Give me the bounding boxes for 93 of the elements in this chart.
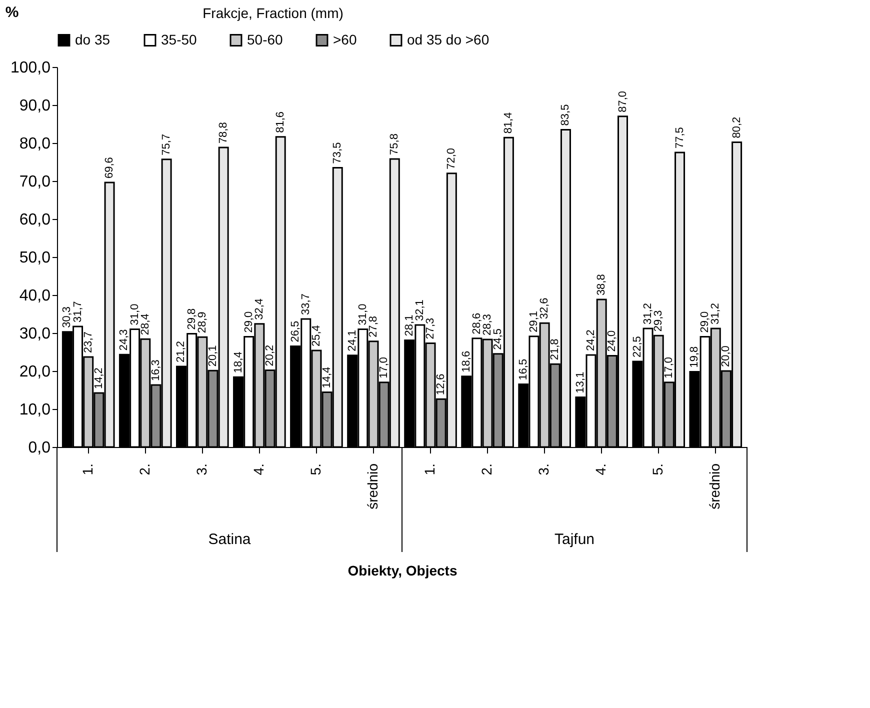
data-label: 31,2 xyxy=(642,303,654,324)
y-tick-label: 20,0 xyxy=(19,364,51,380)
legend-label: 50-60 xyxy=(247,31,284,48)
x-tick-label: 3. xyxy=(193,464,210,476)
x-tick-label: 3. xyxy=(536,464,552,476)
data-label: 20,1 xyxy=(206,345,219,367)
data-label: 81,6 xyxy=(274,112,287,133)
data-label: 31,0 xyxy=(128,304,141,326)
data-label: 20,2 xyxy=(264,344,276,366)
data-label: 17,0 xyxy=(378,356,390,378)
data-label: 75,7 xyxy=(160,134,173,156)
data-label: 30,3 xyxy=(61,306,74,328)
data-label: 14,4 xyxy=(321,366,334,388)
data-label: 24,0 xyxy=(606,330,618,352)
data-label: 28,3 xyxy=(482,314,494,336)
y-tick-label: 30,0 xyxy=(19,326,51,342)
x-tick-label: 2. xyxy=(136,464,152,476)
data-label: 32,4 xyxy=(253,298,266,320)
data-label: 78,8 xyxy=(218,122,230,144)
data-label: 24,3 xyxy=(118,329,130,351)
data-label: 32,1 xyxy=(414,300,426,322)
text: Tajfun xyxy=(554,531,595,548)
data-label: 25,4 xyxy=(310,325,322,346)
x-tick-label: 5. xyxy=(307,464,324,476)
legend-label: 35-50 xyxy=(161,31,198,48)
x-tick-label: 5. xyxy=(650,464,666,476)
data-label: 28,4 xyxy=(139,314,152,336)
data-label: 87,0 xyxy=(616,90,629,112)
data-label: 33,7 xyxy=(300,294,312,315)
data-label: 31,7 xyxy=(72,301,84,323)
data-label: 21,8 xyxy=(549,338,562,360)
data-label: 80,2 xyxy=(730,116,743,138)
data-label: 73,5 xyxy=(332,142,344,164)
data-label: 31,2 xyxy=(710,303,722,324)
data-label: 18,6 xyxy=(460,350,472,372)
data-label: 31,0 xyxy=(356,304,369,326)
y-axis-title: % xyxy=(5,4,19,21)
data-label: 32,6 xyxy=(538,298,551,320)
data-label: 12,6 xyxy=(435,374,448,396)
data-label: 28,9 xyxy=(196,312,208,334)
data-label: 83,5 xyxy=(560,104,572,126)
x-tick-label: 4. xyxy=(250,464,266,476)
data-label: 29,0 xyxy=(699,311,712,333)
data-label: 24,2 xyxy=(585,330,598,352)
data-label: 29,8 xyxy=(186,308,198,330)
legend-label: >60 xyxy=(333,31,357,48)
data-label: 77,5 xyxy=(674,127,686,148)
y-tick-label: 100,0 xyxy=(10,60,51,76)
data-label: 17,0 xyxy=(663,356,676,378)
data-label: 29,3 xyxy=(652,310,665,332)
text: Satina xyxy=(208,531,252,548)
data-label: 20,0 xyxy=(720,346,732,367)
legend-label: od 35 do >60 xyxy=(407,31,490,48)
y-tick-label: 50,0 xyxy=(19,250,51,266)
data-label: 27,8 xyxy=(367,316,380,338)
y-tick-label: 10,0 xyxy=(19,402,51,418)
legend-label: do 35 xyxy=(75,31,110,48)
y-tick-label: 80,0 xyxy=(19,136,51,152)
data-label: 75,8 xyxy=(388,134,401,155)
y-tick-label: 40,0 xyxy=(19,288,51,304)
x-tick-label: 1. xyxy=(79,464,96,476)
data-label: 16,5 xyxy=(517,358,530,380)
data-label: 18,4 xyxy=(232,352,244,374)
x-tick-label: 2. xyxy=(478,464,495,476)
data-label: 28,6 xyxy=(470,312,483,334)
data-label: 29,0 xyxy=(242,311,255,333)
data-label: 72,0 xyxy=(446,148,458,170)
data-label: 29,1 xyxy=(528,311,540,332)
y-tick-label: 0,0 xyxy=(28,440,51,456)
data-label: 69,6 xyxy=(104,157,116,179)
y-tick-label: 90,0 xyxy=(19,98,51,114)
data-label: 28,1 xyxy=(403,314,416,336)
data-label: 22,5 xyxy=(631,336,644,358)
data-label: 13,1 xyxy=(574,372,586,394)
x-tick-label: 1. xyxy=(422,464,438,476)
data-label: 24,1 xyxy=(346,330,358,352)
x-tick-label: 4. xyxy=(592,464,609,476)
y-tick-label: 60,0 xyxy=(19,212,51,228)
data-label: 81,4 xyxy=(502,112,515,134)
legend-title: Frakcje, Fraction (mm) xyxy=(202,5,344,21)
x-tick-label: średnio xyxy=(706,463,723,510)
x-axis-title: Obiekty, Objects xyxy=(348,562,458,578)
data-label: 19,8 xyxy=(688,346,700,368)
data-label: 21,2 xyxy=(175,341,188,362)
data-label: 23,7 xyxy=(82,332,94,353)
y-tick-label: 70,0 xyxy=(19,174,51,190)
data-label: 27,3 xyxy=(424,318,437,340)
data-label: 38,8 xyxy=(596,274,608,296)
data-label: 26,5 xyxy=(289,320,302,342)
x-tick-label: średnio xyxy=(364,463,380,510)
data-label: 14,2 xyxy=(92,368,105,390)
data-label: 24,5 xyxy=(492,328,504,350)
data-label: 16,3 xyxy=(150,360,162,382)
